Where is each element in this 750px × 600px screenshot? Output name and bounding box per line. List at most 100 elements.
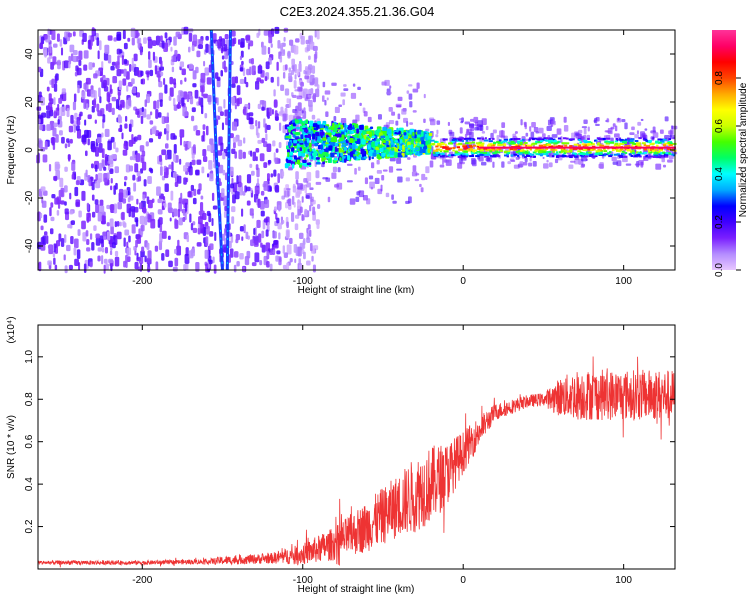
spectrogram-cell [243,106,246,116]
spectrogram-cell [445,155,450,158]
spectrogram-cell [177,208,181,218]
spectrogram-cell [71,161,76,171]
spectrogram-cell [105,104,109,112]
spectrogram-cell [345,125,349,128]
spectrogram-cell [53,110,57,118]
spectrogram-cell [129,156,133,161]
spectrogram-cell [41,112,47,118]
spectrogram-cell [104,128,110,138]
spectrogram-cell [104,153,108,164]
spectrogram-cell [171,55,177,62]
spectrogram-cell [621,153,625,156]
spectrogram-cell [114,250,119,257]
spectrogram-cell [178,217,183,226]
spectrogram-cell [487,148,493,151]
spectrogram-cell [435,148,441,151]
spectrogram-cell [397,152,403,158]
spectrogram-cell [154,65,158,75]
spectrogram-cell [118,80,122,91]
spectrogram-cell [582,149,588,152]
spectrogram-cell [455,143,460,146]
spectrogram-cell [66,138,70,143]
spectrogram-cell [577,129,583,134]
spectrogram-cell [354,123,359,128]
spectrogram-cell [660,152,664,155]
spectrogram-cell [357,86,361,90]
spectrogram-cell [82,232,87,242]
colorbar-gradient [712,30,736,270]
spectrogram-cell [563,116,567,123]
spectrogram-cell [168,164,172,170]
spectrogram-cell [472,138,476,141]
spectrogram-cell [285,136,291,139]
spectrogram-cell [545,147,549,150]
spectrogram-cell [148,138,154,143]
spectrogram-cell [236,261,240,267]
spectrogram-cell [371,135,376,139]
spectrogram-cell [183,165,187,172]
spectrogram-cell [577,144,582,147]
spectrogram-cell [664,116,669,122]
spectrogram-cell [369,126,374,130]
spectrogram-cell [116,221,120,227]
spectrogram-cell [368,150,373,157]
spectrogram-cell [415,173,420,176]
spectrogram-cell [42,235,47,246]
spectrogram-cell [289,39,294,46]
spectrogram-cell [81,91,86,99]
spectrogram-cell [233,142,236,149]
spectrogram-cell [37,66,42,73]
spectrogram-cell [126,85,129,92]
spectrogram-cell [586,144,590,147]
spectrogram-cell [189,95,194,105]
spectrogram-cell [277,39,281,49]
spectrogram-cell [667,159,673,163]
spectrogram-cell [593,119,596,123]
spectrogram-cell [264,199,270,208]
spectrogram-cell [134,261,139,270]
spectrogram-cell [296,187,301,197]
spectrogram-cell [461,137,465,140]
spectrogram-cell [302,240,306,249]
spectrogram-cell [304,134,309,138]
spectrogram-cell [83,64,88,71]
spectrogram-cell [271,109,274,115]
spectrogram-cell [427,144,432,150]
spectrogram-cell [99,235,104,244]
spectrogram-cell [635,142,641,145]
spectrogram-cell [616,144,621,147]
spectrogram-cell [142,194,146,200]
spectrogram-cell [542,133,546,138]
spectrogram-cell [253,240,259,247]
spectrogram-cell [67,32,72,38]
spectrogram-cell [417,129,422,135]
spectrogram-cell [83,263,87,274]
spectrogram-cell [240,50,244,58]
spectrogram-cell [169,217,172,222]
spectrogram-cell [118,128,123,133]
spectrogram-cell [139,215,145,225]
spectrogram-cell [196,50,201,58]
spectrogram-cell [504,150,508,153]
spectrogram-cell [463,150,468,153]
spectrogram-cell [76,55,79,62]
spectrogram-cell [498,139,502,142]
spectrogram-cell [401,152,404,156]
spectrogram-cell [442,157,445,165]
spectrogram-cell [169,87,174,97]
spectrogram-cell [72,31,76,37]
spectrogram-cell [77,229,81,237]
spectrogram-cell [164,116,170,124]
spectrogram-cell [66,108,70,118]
spectrogram-cell [199,202,204,212]
spectrogram-cell [376,154,380,159]
spectrogram-cell [471,154,474,157]
spectrogram-cell [351,130,355,134]
spectrogram-cell [266,173,270,182]
spectrogram-cell [563,124,569,132]
spectrogram-cell [590,143,595,146]
spectrogram-cell [131,224,136,234]
spectrogram-cell [64,143,68,149]
spectrogram-cell [435,152,440,155]
spectrogram-cell [123,68,127,77]
